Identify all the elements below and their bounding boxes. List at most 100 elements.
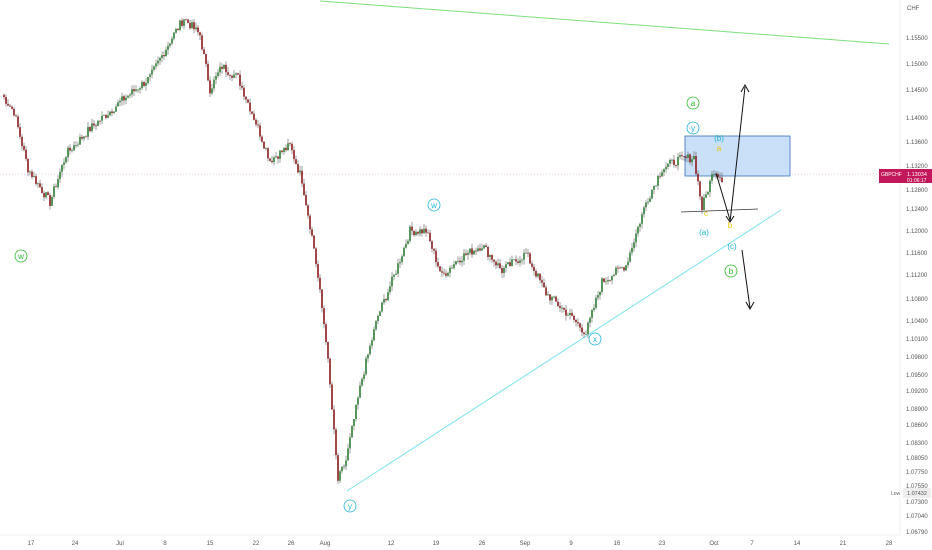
candle-body [207, 63, 209, 81]
candle-body [441, 271, 443, 273]
wave-label-circle [686, 121, 700, 135]
candle-body [549, 294, 551, 301]
candle-body [21, 136, 23, 147]
low-price: 1.07432 [907, 491, 927, 497]
x-tick-label: 9 [569, 541, 573, 547]
candle-body [453, 264, 455, 268]
candle-body [651, 189, 653, 199]
candle-body [595, 297, 597, 308]
candle-body [57, 179, 59, 188]
wave-label: b [729, 267, 734, 276]
green-trendline[interactable] [319, 0, 890, 45]
candle-body [541, 280, 543, 283]
candle-body [555, 296, 557, 302]
candle-body [439, 266, 441, 272]
wave-label-circle [343, 499, 357, 513]
candle-body [571, 312, 573, 316]
y-tick-label: 1.15500 [906, 36, 928, 42]
candle-body [183, 19, 185, 26]
candle-body [121, 96, 123, 101]
candle-body [565, 309, 567, 316]
candle-body [435, 250, 437, 263]
candle-body [17, 116, 19, 128]
candle-body [167, 45, 169, 50]
candle-body [545, 287, 547, 296]
candle-body [681, 155, 683, 157]
candle-body [327, 342, 329, 359]
candle-body [713, 173, 715, 175]
candle-body [567, 315, 569, 316]
candle-body [485, 245, 487, 247]
cyan-trendline[interactable] [346, 209, 782, 492]
x-tick-labels: 17 24 Jul 8 15 22 26 Aug 12 19 26 Sep 9 16 23 Oct 7 14 21 2… [28, 541, 893, 547]
candle-body [157, 60, 159, 64]
x-tick-label: 28 [886, 541, 893, 547]
candle-body [609, 279, 611, 281]
wave-label: w [430, 201, 437, 210]
candle-body [583, 332, 585, 335]
support-line[interactable] [680, 208, 759, 213]
candle-body [357, 397, 359, 405]
candle-body [279, 150, 281, 159]
candle-body [695, 156, 697, 174]
candle-body [311, 229, 313, 236]
candle-body [267, 148, 269, 159]
candle-body [131, 89, 133, 95]
candle-body [349, 437, 351, 449]
candle-body [537, 273, 539, 277]
candle-body [239, 74, 241, 86]
x-tick-label: 21 [840, 541, 847, 547]
candle-body [663, 169, 665, 173]
candle-body [475, 250, 477, 252]
y-tick-labels: 1.15500 1.15000 1.14500 1.14000 1.13600 1.132… [906, 36, 928, 536]
wave-label: (c) [727, 242, 737, 251]
candle-body [689, 154, 691, 163]
candle-body [263, 141, 265, 149]
candle-body [5, 97, 7, 104]
candle-body [607, 279, 609, 282]
wave-label: c [704, 209, 708, 218]
candle-body [481, 248, 483, 251]
candle-body [177, 28, 179, 30]
y-tick-label: 1.07750 [906, 470, 928, 476]
candle-body [85, 136, 87, 138]
price-tag-symbol: GBPCHF [881, 172, 902, 178]
candle-body [297, 164, 299, 173]
candle-body [397, 263, 399, 274]
candle-body [389, 286, 391, 293]
candle-body [81, 136, 83, 139]
candle-body [419, 229, 421, 234]
candle-body [249, 102, 251, 112]
candle-body [301, 170, 303, 184]
candle-body [585, 334, 587, 335]
candle-body [151, 69, 153, 75]
candle-body [19, 127, 21, 137]
wave-label: (b) [714, 134, 724, 143]
candle-body [155, 63, 157, 67]
last-price: 1.13034 [907, 172, 927, 178]
candle-body [487, 246, 489, 257]
candle-body [71, 150, 73, 152]
y-tick-label: 1.07040 [906, 514, 928, 520]
candle-body [711, 174, 713, 181]
candle-body [451, 267, 453, 269]
currency-label: CHF [907, 6, 920, 12]
candle-body [271, 160, 273, 163]
candle-body [361, 378, 363, 386]
y-tick-label: 1.06790 [906, 530, 928, 536]
candle-body [701, 196, 703, 210]
candle-body [535, 271, 537, 277]
x-tick-label: 8 [163, 541, 167, 547]
candle-body [477, 248, 479, 252]
y-tick-label: 1.07300 [906, 500, 928, 506]
candle-body [195, 27, 197, 30]
candle-body [31, 171, 33, 178]
candle-body [323, 308, 325, 325]
candle-body [49, 195, 51, 206]
candle-body [507, 262, 509, 265]
candle-body [665, 166, 667, 170]
x-tick-label: 12 [388, 541, 395, 547]
candle-body [265, 148, 267, 149]
